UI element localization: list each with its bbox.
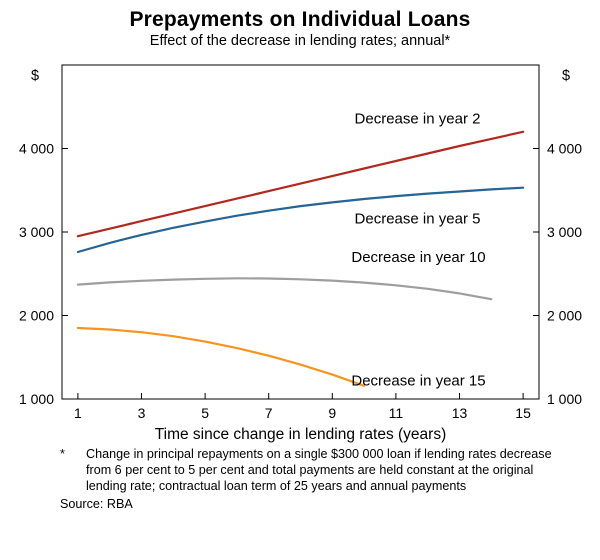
x-tick-label: 1 [74, 405, 82, 421]
x-tick-label: 9 [328, 405, 336, 421]
footnote: * Change in principal repayments on a si… [60, 447, 560, 495]
y-tick-label-right: 1 000 [547, 391, 582, 407]
chart-subtitle: Effect of the decrease in lending rates;… [149, 33, 451, 49]
y-tick-label-right: 4 000 [547, 141, 582, 157]
chart-title: Prepayments on Individual Loans [129, 8, 471, 31]
series-line-decrease-in-year-5 [76, 186, 525, 254]
y-tick-label-left: 1 000 [19, 391, 54, 407]
series-line-decrease-in-year-15 [76, 326, 366, 387]
y-unit-left: $ [31, 68, 39, 84]
y-tick-label-left: 3 000 [19, 224, 54, 240]
footnote-text: Change in principal repayments on a sing… [86, 447, 552, 493]
x-tick-label: 11 [389, 405, 404, 421]
prepayments-chart: 1 000 1 000 2 000 2 000 3 000 3 000 4 000 4 000… [19, 64, 582, 443]
chart-page: Prepayments on Individual Loans Effect o… [0, 8, 600, 560]
footnote-marker: * [60, 447, 65, 461]
series-line-decrease-in-year-2 [76, 130, 525, 238]
x-tick-label: 13 [452, 405, 468, 421]
series-line-decrease-in-year-10 [76, 277, 493, 301]
x-tick-label: 3 [138, 405, 146, 421]
x-tick-label: 15 [515, 405, 531, 421]
y-tick-label-right: 2 000 [547, 308, 582, 324]
x-tick-label: 7 [265, 405, 273, 421]
series-label-decrease-in-year-10: Decrease in year 10 [351, 249, 485, 266]
series-label-decrease-in-year-5: Decrease in year 5 [355, 211, 481, 228]
series-label-decrease-in-year-15: Decrease in year 15 [351, 373, 485, 390]
y-unit-right: $ [562, 68, 570, 84]
y-tick-label-left: 2 000 [19, 308, 54, 324]
y-tick-label-left: 4 000 [19, 141, 54, 157]
x-axis-title: Time since change in lending rates (year… [155, 426, 446, 443]
series-label-decrease-in-year-2: Decrease in year 2 [355, 110, 481, 127]
y-tick-label-right: 3 000 [547, 224, 582, 240]
x-tick-label: 5 [201, 405, 209, 421]
source-note: Source: RBA [60, 496, 133, 511]
